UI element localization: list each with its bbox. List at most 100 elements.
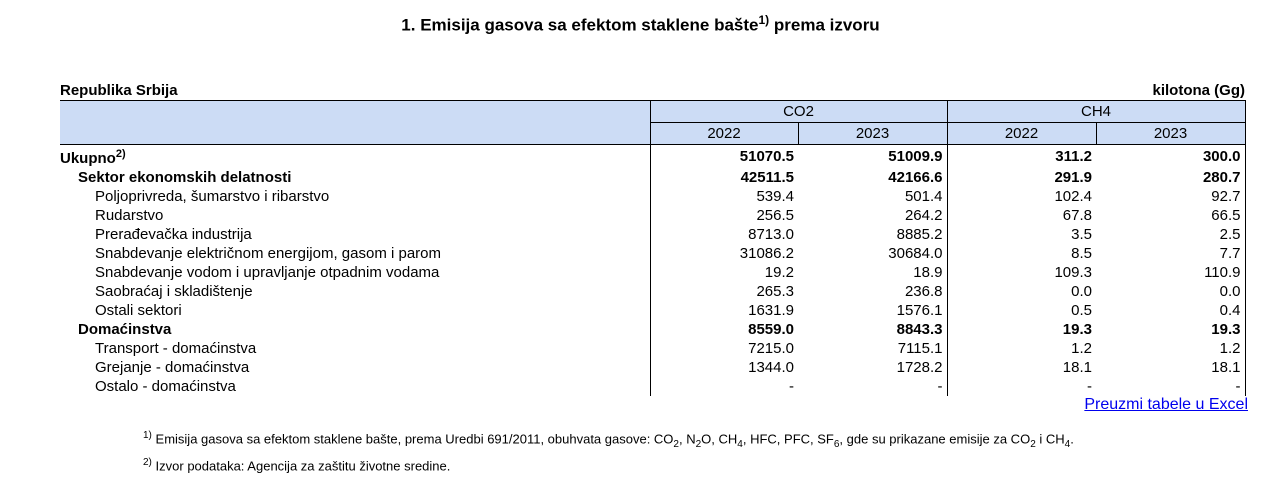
- table-row: Poljoprivreda, šumarstvo i ribarstvo 539.…: [60, 186, 1246, 206]
- cell-value: 0.0: [946, 281, 1096, 301]
- cell-value: 18.1: [1096, 357, 1246, 377]
- table-row: Transport - domaćinstva 7215.0 7115.1 1.2 1.…: [60, 338, 1246, 358]
- row-label-footnote-marker: 2): [115, 147, 126, 160]
- cell-value: 236.8: [904, 282, 943, 300]
- row-label: Ostalo - domaćinstva: [95, 377, 236, 395]
- cell-value: 19.3: [946, 319, 1096, 339]
- cell-value: 3.5: [946, 224, 1096, 244]
- page-title: 1. Emisija gasova sa efektom staklene ba…: [0, 13, 1281, 36]
- cell-value: 51009.9: [888, 147, 943, 165]
- year-header-co2-2022: 2022: [649, 122, 798, 145]
- cell-value: 300.0: [1096, 144, 1246, 168]
- column-group-ch4: CH4: [946, 100, 1246, 123]
- cell-value: 8.5: [946, 243, 1096, 263]
- table-row: Ostali sektori 1631.9 1576.1 0.5 0.4: [60, 300, 1246, 320]
- table-row: Ostalo - domaćinstva - - - -: [60, 376, 1246, 396]
- cell-value: 0.4: [1096, 300, 1246, 320]
- table-row: Ukupno2) 51070.5 51009.9 311.2 300.0: [60, 144, 1246, 168]
- table-row: Rudarstvo 256.5 264.2 67.8 66.5: [60, 205, 1246, 225]
- year-header-ch4-2022: 2022: [946, 122, 1096, 145]
- cell-value: 42166.6: [888, 168, 943, 186]
- cell-value: 291.9: [946, 167, 1096, 187]
- table-row: Saobraćaj i skladištenje 265.3 236.8 0.0 0.0: [60, 281, 1246, 301]
- table-row: Grejanje - domaćinstva 1344.0 1728.2 18.1 18…: [60, 357, 1246, 377]
- cell-value: 1631.9: [649, 300, 798, 320]
- emissions-table: Republika Srbija kilotona (Gg) CO2 CH4 2…: [60, 80, 1246, 396]
- cell-value: 0.0: [1096, 281, 1246, 301]
- cell-value: 66.5: [1096, 205, 1246, 225]
- table-meta-row: Republika Srbija kilotona (Gg): [60, 80, 1245, 101]
- cell-value: 7.7: [1096, 243, 1246, 263]
- region-label: Republika Srbija: [60, 80, 650, 101]
- cell-value: 1728.2: [896, 358, 943, 376]
- row-label: Grejanje - domaćinstva: [95, 358, 250, 376]
- row-label: Ostali sektori: [95, 301, 182, 319]
- cell-value: 539.4: [649, 186, 798, 206]
- cell-value: 110.9: [1096, 262, 1246, 282]
- page-title-text-suffix: prema izvoru: [769, 15, 880, 35]
- cell-value: 109.3: [946, 262, 1096, 282]
- cell-value: -: [649, 376, 798, 396]
- title-footnote-marker: 1): [758, 13, 770, 27]
- cell-value: 19.2: [649, 262, 798, 282]
- cell-value: 265.3: [649, 281, 798, 301]
- cell-value: -: [946, 376, 1096, 396]
- cell-value: 1576.1: [896, 301, 943, 319]
- cell-value: 7215.0: [649, 338, 798, 358]
- excel-download-link[interactable]: Preuzmi tabele u Excel: [1084, 396, 1248, 413]
- year-header-co2-2023: 2023: [797, 122, 947, 145]
- row-label: Sektor ekonomskih delatnosti: [78, 168, 292, 186]
- row-label: Poljoprivreda, šumarstvo i ribarstvo: [95, 187, 330, 205]
- cell-value: 51070.5: [649, 144, 798, 168]
- footnote-marker: 2): [143, 457, 152, 468]
- table-row: Snabdevanje električnom energijom, gasom…: [60, 243, 1246, 263]
- unit-label: kilotona (Gg): [650, 80, 1245, 101]
- cell-value: 0.5: [946, 300, 1096, 320]
- cell-value: 92.7: [1096, 186, 1246, 206]
- table-row: Sektor ekonomskih delatnosti 42511.5 42166…: [60, 167, 1246, 187]
- cell-value: 8559.0: [649, 319, 798, 339]
- cell-value: 264.2: [904, 206, 943, 224]
- cell-value: 1.2: [1096, 338, 1246, 358]
- header-corner-cell: [60, 100, 650, 145]
- year-header-ch4-2023: 2023: [1095, 122, 1246, 145]
- row-label: Saobraćaj i skladištenje: [95, 282, 253, 300]
- row-label: Snabdevanje vodom i upravljanje otpadnim…: [95, 263, 440, 281]
- gas-group-header-row: CO2 CH4: [60, 100, 1246, 145]
- cell-value: 102.4: [946, 186, 1096, 206]
- cell-value: 30684.0: [888, 244, 943, 262]
- footnote-1: 1) Emisija gasova sa efektom staklene ba…: [143, 430, 1074, 450]
- table-row: Domaćinstva 8559.0 8843.3 19.3 19.3: [60, 319, 1246, 339]
- cell-value: 1344.0: [649, 357, 798, 377]
- row-label: Rudarstvo: [95, 206, 164, 224]
- cell-value: -: [937, 377, 943, 395]
- table-row: Prerađevačka industrija 8713.0 8885.2 3.5 2.…: [60, 224, 1246, 244]
- cell-value: 501.4: [904, 187, 943, 205]
- cell-value: 8885.2: [896, 225, 943, 243]
- cell-value: 280.7: [1096, 167, 1246, 187]
- cell-value: 19.3: [1096, 319, 1246, 339]
- year-header-row: 2022 2023 2022 2023: [60, 122, 1246, 145]
- column-group-co2: CO2: [649, 100, 947, 123]
- row-label: Transport - domaćinstva: [95, 339, 257, 357]
- row-label: Snabdevanje električnom energijom, gasom…: [95, 244, 442, 262]
- table-row: Snabdevanje vodom i upravljanje otpadnim…: [60, 262, 1246, 282]
- cell-value: 8713.0: [649, 224, 798, 244]
- cell-value: 18.1: [946, 357, 1096, 377]
- cell-value: 67.8: [946, 205, 1096, 225]
- footnote-marker: 1): [143, 430, 152, 441]
- cell-value: 256.5: [649, 205, 798, 225]
- row-label: Domaćinstva: [78, 320, 172, 338]
- table-body: Ukupno2) 51070.5 51009.9 311.2 300.0 Sektor e…: [60, 144, 1246, 396]
- cell-value: 31086.2: [649, 243, 798, 263]
- row-label: Prerađevačka industrija: [95, 225, 252, 243]
- cell-value: 18.9: [913, 263, 943, 281]
- cell-value: 8843.3: [896, 320, 943, 338]
- cell-value: 7115.1: [897, 339, 943, 357]
- cell-value: -: [1096, 376, 1246, 396]
- page-title-text: 1. Emisija gasova sa efektom staklene ba…: [401, 15, 759, 35]
- footnote-2: 2) Izvor podataka: Agencija za zaštitu ž…: [143, 457, 451, 474]
- cell-value: 311.2: [946, 144, 1096, 168]
- cell-value: 2.5: [1096, 224, 1246, 244]
- cell-value: 42511.5: [649, 167, 798, 187]
